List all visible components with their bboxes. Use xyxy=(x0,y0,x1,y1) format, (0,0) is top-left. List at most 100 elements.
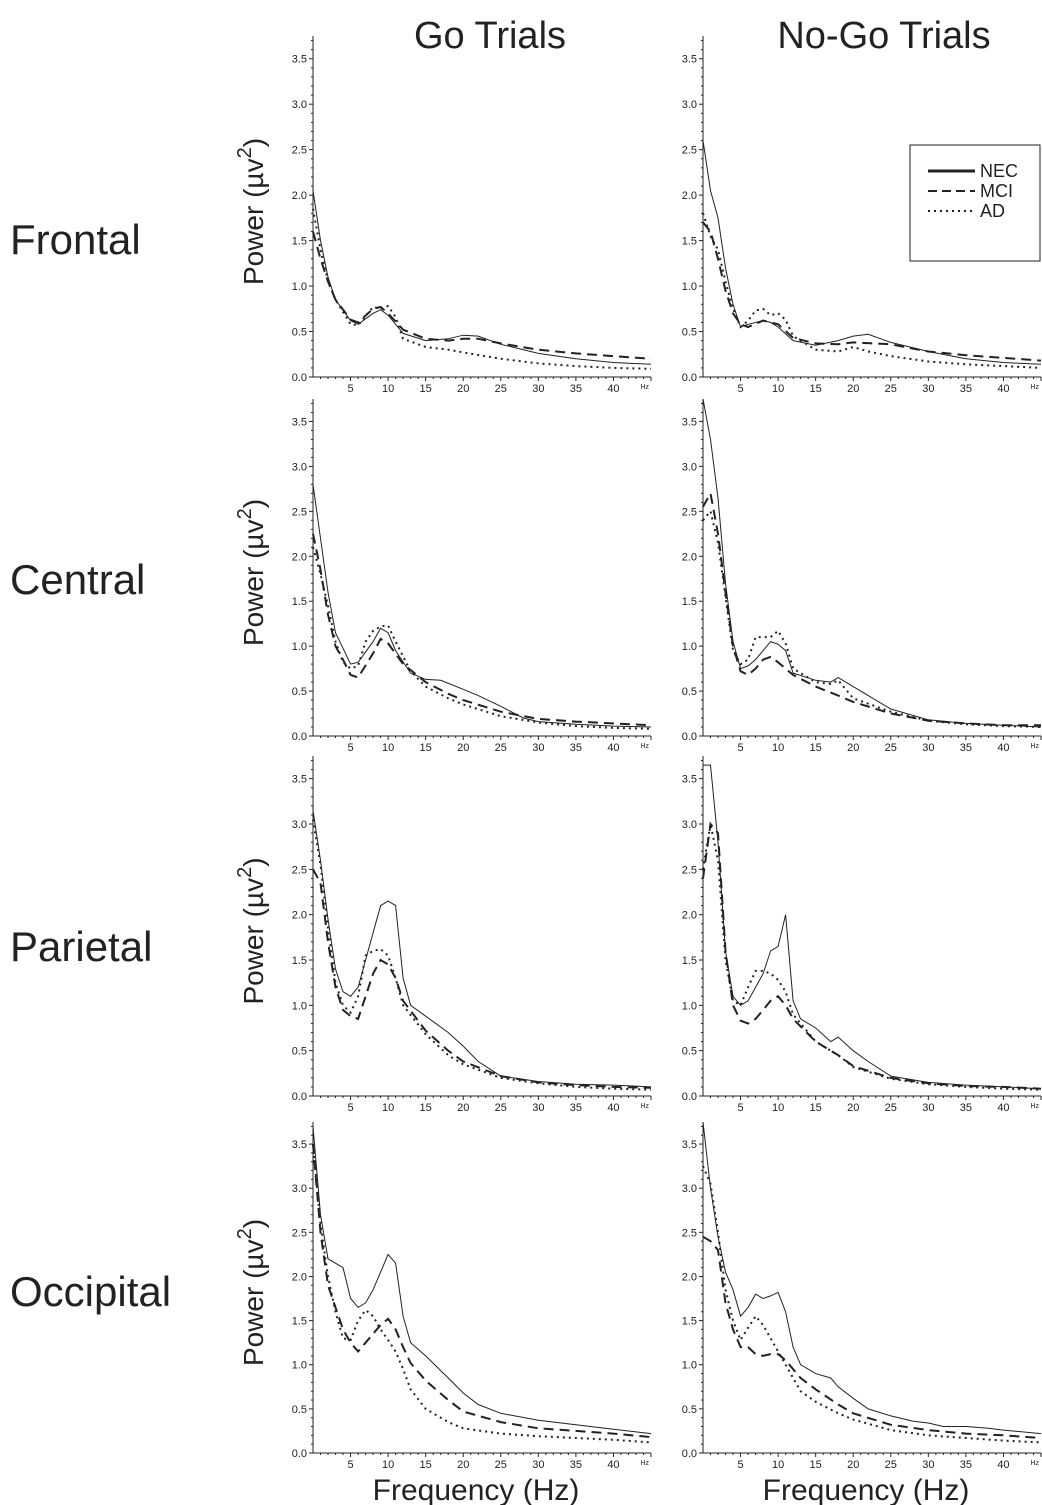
y-tick-label: 1.5 xyxy=(682,955,697,967)
y-tick-label: 3.0 xyxy=(292,99,307,111)
x-tick-label: 10 xyxy=(382,1102,394,1114)
y-tick-label: 1.0 xyxy=(682,641,697,653)
x-tick-label: 35 xyxy=(960,742,972,754)
y-tick-label: 2.5 xyxy=(682,1227,697,1239)
x-tick-label: 20 xyxy=(457,1459,469,1471)
y-tick-label: 2.0 xyxy=(682,190,697,202)
y-tick-label: 2.5 xyxy=(682,864,697,876)
y-tick-label: 1.5 xyxy=(682,1316,697,1328)
y-tick-label: 0.5 xyxy=(682,1404,697,1416)
y-tick-label: 0.5 xyxy=(682,1046,697,1058)
y-axis-label: Power (µv2) xyxy=(234,857,269,1004)
chart-panels: 0.0 0.5 1.0 1.5 2.0 2.5 3.0 3.5 5 10 15 20 25 30 35 40 H… xyxy=(234,36,1042,1471)
y-tick-label: 2.5 xyxy=(292,145,307,157)
x-tick-label: 15 xyxy=(420,1102,432,1114)
x-tick-label: 35 xyxy=(570,742,582,754)
x-tick-label: 5 xyxy=(737,1102,743,1114)
y-tick-label: 3.0 xyxy=(682,819,697,831)
y-tick-label: 3.0 xyxy=(292,1183,307,1195)
y-tick-label: 2.0 xyxy=(292,551,307,563)
y-tick-label: 3.0 xyxy=(682,461,697,473)
x-tick-label: 5 xyxy=(347,742,353,754)
x-tick-label: 30 xyxy=(532,1102,544,1114)
x-unit-label: Hz xyxy=(1030,1460,1039,1467)
series-line-mci xyxy=(312,868,652,1089)
x-tick-label: 10 xyxy=(772,742,784,754)
x-tick-label: 20 xyxy=(847,742,859,754)
series-line-mci xyxy=(312,1144,652,1439)
series-line-ad xyxy=(312,208,652,370)
y-tick-label: 2.5 xyxy=(682,145,697,157)
x-tick-label: 15 xyxy=(810,742,822,754)
x-tick-label: 10 xyxy=(382,742,394,754)
x-tick-label: 10 xyxy=(772,383,784,395)
series-line-mci xyxy=(702,1235,1042,1439)
legend-label-ad: AD xyxy=(980,201,1005,221)
panel-frontal-go: 0.0 0.5 1.0 1.5 2.0 2.5 3.0 3.5 5 10 15 20 25 30 35 40 H… xyxy=(234,36,652,395)
legend: NEC MCI AD xyxy=(909,144,1041,262)
x-tick-label: 30 xyxy=(922,1459,934,1471)
row-label-central: Central xyxy=(10,556,145,603)
x-tick-label: 15 xyxy=(420,383,432,395)
panel-parietal-go: 0.0 0.5 1.0 1.5 2.0 2.5 3.0 3.5 5 10 15 20 25 30 35 40 H… xyxy=(234,756,652,1114)
y-tick-label: 0.5 xyxy=(682,686,697,698)
y-tick-label: 0.0 xyxy=(292,731,307,743)
x-tick-label: 25 xyxy=(495,383,507,395)
row-label-parietal: Parietal xyxy=(10,923,152,970)
legend-label-nec: NEC xyxy=(980,161,1018,181)
x-tick-label: 40 xyxy=(997,742,1009,754)
x-tick-label: 25 xyxy=(885,1459,897,1471)
series-line-ad xyxy=(312,819,652,1091)
y-tick-label: 0.0 xyxy=(292,1091,307,1103)
y-tick-label: 1.5 xyxy=(292,596,307,608)
y-tick-label: 1.5 xyxy=(682,236,697,248)
x-tick-label: 20 xyxy=(847,1102,859,1114)
y-tick-label: 2.0 xyxy=(682,1271,697,1283)
y-tick-label: 0.0 xyxy=(682,372,697,384)
series-line-ad xyxy=(702,823,1042,1091)
y-tick-label: 2.0 xyxy=(682,910,697,922)
column-title-nogo: No-Go Trials xyxy=(777,15,990,57)
y-tick-label: 3.0 xyxy=(682,1183,697,1195)
x-tick-label: 35 xyxy=(570,1459,582,1471)
series-line-nec xyxy=(312,1126,652,1435)
y-tick-label: 3.5 xyxy=(292,774,307,786)
x-unit-label: Hz xyxy=(640,1103,649,1110)
series-line-mci xyxy=(702,221,1042,362)
y-tick-label: 0.5 xyxy=(292,1046,307,1058)
y-tick-label: 1.0 xyxy=(292,1000,307,1012)
x-unit-label: Hz xyxy=(1030,743,1039,750)
row-label-frontal: Frontal xyxy=(10,216,141,263)
x-tick-label: 40 xyxy=(607,383,619,395)
x-axis-label-go: Frequency (Hz) xyxy=(373,1474,580,1505)
series-line-ad xyxy=(702,1165,1042,1444)
y-tick-label: 0.5 xyxy=(292,1404,307,1416)
y-tick-label: 2.5 xyxy=(292,864,307,876)
row-label-occipital: Occipital xyxy=(10,1268,171,1315)
x-tick-label: 20 xyxy=(457,742,469,754)
y-tick-label: 2.5 xyxy=(292,1227,307,1239)
y-tick-label: 0.5 xyxy=(682,327,697,339)
y-axis-label: Power (µv2) xyxy=(234,499,269,646)
x-tick-label: 10 xyxy=(772,1102,784,1114)
x-tick-label: 20 xyxy=(847,1459,859,1471)
y-tick-label: 3.5 xyxy=(682,416,697,428)
legend-box xyxy=(909,144,1041,262)
x-tick-label: 10 xyxy=(382,383,394,395)
x-unit-label: Hz xyxy=(640,1460,649,1467)
series-line-mci xyxy=(312,533,652,727)
y-tick-label: 1.5 xyxy=(292,236,307,248)
x-tick-label: 5 xyxy=(347,1102,353,1114)
series-line-nec xyxy=(312,190,652,365)
y-tick-label: 2.0 xyxy=(682,551,697,563)
panel-occipital-nogo: 0.0 0.5 1.0 1.5 2.0 2.5 3.0 3.5 5 10 15 20 25 30 35 40 H… xyxy=(682,1121,1042,1471)
x-tick-label: 25 xyxy=(495,1459,507,1471)
x-tick-label: 20 xyxy=(457,1102,469,1114)
x-tick-label: 5 xyxy=(737,1459,743,1471)
y-tick-label: 0.0 xyxy=(292,1448,307,1460)
y-tick-label: 3.5 xyxy=(682,774,697,786)
x-tick-label: 5 xyxy=(737,383,743,395)
y-tick-label: 2.5 xyxy=(292,506,307,518)
panel-central-go: 0.0 0.5 1.0 1.5 2.0 2.5 3.0 3.5 5 10 15 20 25 30 35 40 H… xyxy=(234,399,652,754)
x-tick-label: 15 xyxy=(420,1459,432,1471)
